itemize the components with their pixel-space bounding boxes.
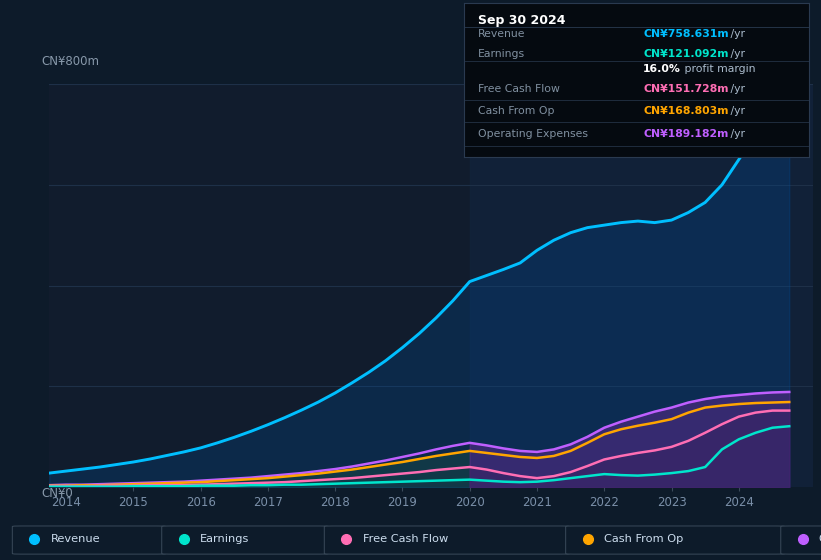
Text: Earnings: Earnings <box>478 49 525 59</box>
Text: profit margin: profit margin <box>681 64 755 74</box>
Text: /yr: /yr <box>727 49 745 59</box>
Text: Operating Expenses: Operating Expenses <box>478 129 588 139</box>
Text: CN¥151.728m: CN¥151.728m <box>643 84 729 94</box>
Text: Cash From Op: Cash From Op <box>478 106 554 115</box>
Text: CN¥758.631m: CN¥758.631m <box>643 29 729 39</box>
Text: Operating Expenses: Operating Expenses <box>819 534 821 544</box>
Text: /yr: /yr <box>727 29 745 39</box>
Text: CN¥0: CN¥0 <box>42 487 73 500</box>
Text: /yr: /yr <box>727 106 745 115</box>
FancyBboxPatch shape <box>566 526 785 554</box>
Text: CN¥189.182m: CN¥189.182m <box>643 129 728 139</box>
Text: Earnings: Earnings <box>200 534 250 544</box>
Text: /yr: /yr <box>727 84 745 94</box>
Text: CN¥168.803m: CN¥168.803m <box>643 106 729 115</box>
Text: CN¥800m: CN¥800m <box>42 55 99 68</box>
Text: Free Cash Flow: Free Cash Flow <box>363 534 448 544</box>
Bar <box>470 84 813 487</box>
FancyBboxPatch shape <box>781 526 821 554</box>
FancyBboxPatch shape <box>162 526 328 554</box>
FancyBboxPatch shape <box>324 526 570 554</box>
Text: 16.0%: 16.0% <box>643 64 681 74</box>
Text: Sep 30 2024: Sep 30 2024 <box>478 13 565 26</box>
Text: Cash From Op: Cash From Op <box>604 534 684 544</box>
Text: Revenue: Revenue <box>478 29 525 39</box>
Text: /yr: /yr <box>727 129 745 139</box>
Text: CN¥121.092m: CN¥121.092m <box>643 49 729 59</box>
FancyBboxPatch shape <box>12 526 166 554</box>
Text: Free Cash Flow: Free Cash Flow <box>478 84 560 94</box>
Text: Revenue: Revenue <box>51 534 100 544</box>
